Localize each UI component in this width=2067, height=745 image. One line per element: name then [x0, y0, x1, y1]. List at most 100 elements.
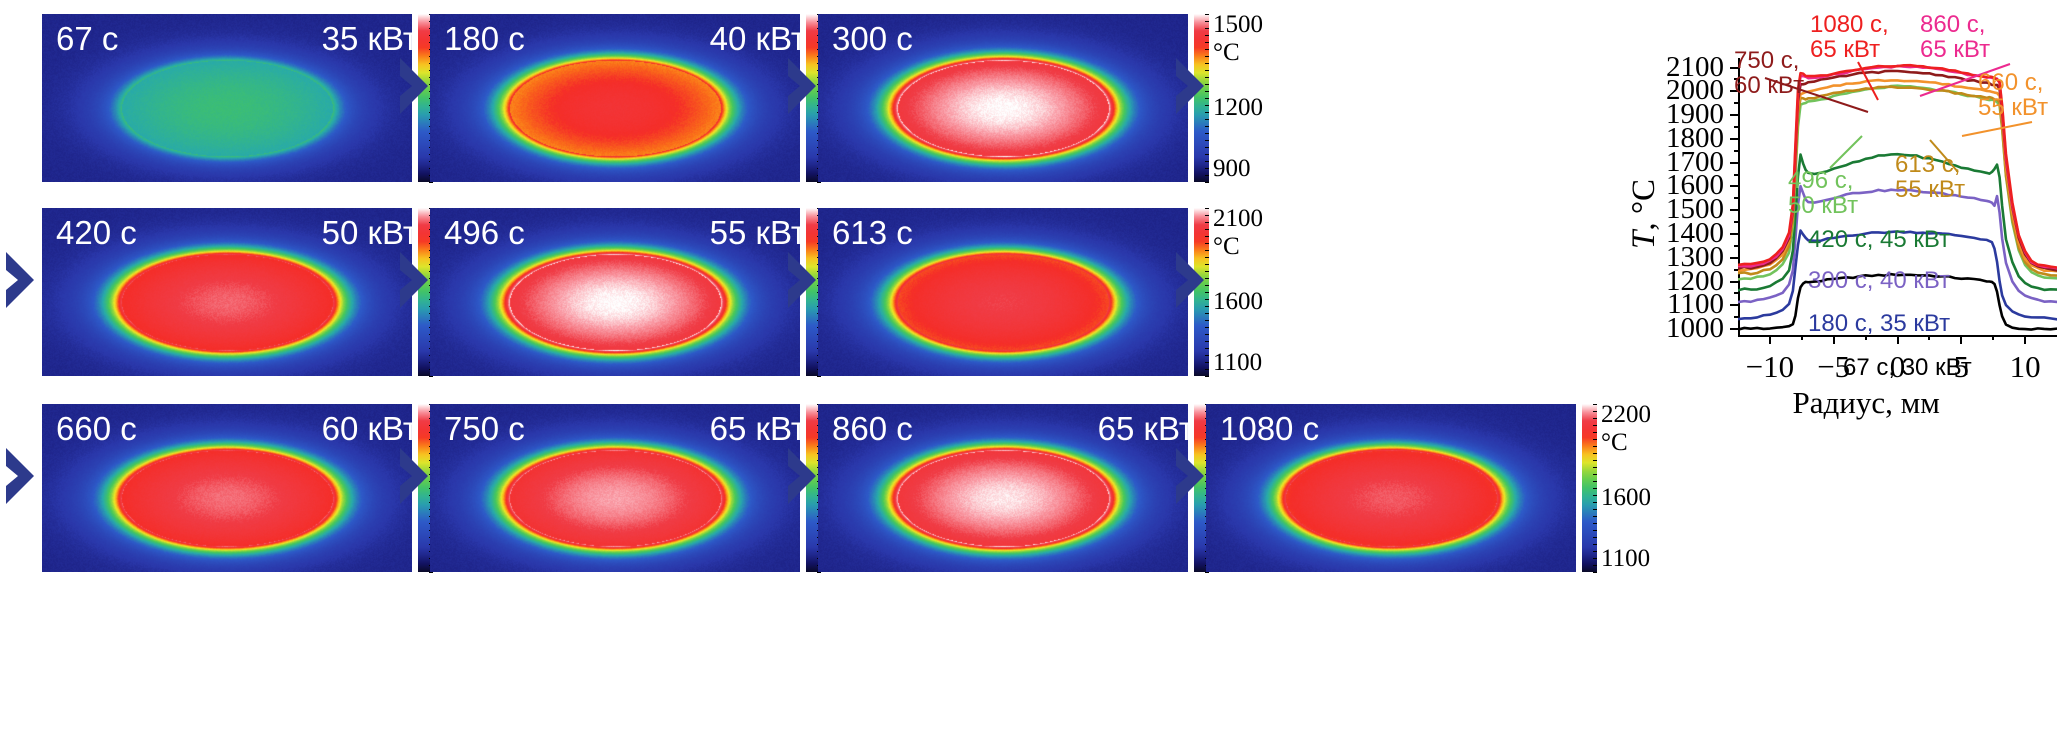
panel-power-label: 65 кВт: [1097, 410, 1194, 447]
flow-arrow-icon: [398, 56, 432, 116]
chart-series-annotation: 180 c, 35 кВт: [1808, 310, 1951, 337]
thermal-image: [818, 208, 1188, 376]
temperature-profile-chart: 1000 1100 1200 1300 1400 1500 1600 1700 1800 1900…: [1600, 0, 2067, 420]
colorbar-min-label: 1100: [1601, 545, 1651, 572]
colorbar-min-label: 1100: [1213, 349, 1263, 376]
chart-series-line: [1738, 184, 2057, 304]
panel-time-label: 180 c: [444, 20, 525, 57]
thermal-image: [1206, 404, 1576, 572]
chart-series-annotation: 1080 c, 65 кВт: [1810, 11, 1889, 63]
y-axis-label: 1200: [1666, 264, 1724, 297]
y-axis-minor-tick: [1734, 221, 1739, 224]
thermal-image: [818, 404, 1188, 572]
flow-arrow-icon: [4, 446, 38, 506]
chart-series-annotation: 67 c, 30 кВт: [1843, 354, 1972, 381]
y-axis-label: 1900: [1666, 98, 1724, 131]
y-axis-minor-tick: [1734, 125, 1739, 128]
y-axis-tick: [1730, 161, 1739, 164]
chart-series-annotation: 496 c, 50 кВт: [1788, 167, 1859, 219]
chart-series-annotation: 613 c, 55 кВт: [1895, 151, 1966, 203]
thermal-image: [42, 14, 412, 182]
y-axis-tick: [1730, 256, 1739, 259]
x-axis-tick: [1896, 335, 1899, 344]
y-axis-minor-tick: [1734, 102, 1739, 105]
y-axis-label: 1300: [1666, 240, 1724, 273]
panel-power-label: 30 кВт: [0, 20, 30, 57]
flow-arrow-icon: [398, 446, 432, 506]
colorbar-max-label: 2100: [1213, 205, 1263, 232]
y-axis-minor-tick: [1734, 173, 1739, 176]
flow-arrow-icon: [786, 446, 820, 506]
flow-arrow-icon: [1174, 250, 1208, 310]
y-axis-minor-tick: [1734, 268, 1739, 271]
y-axis-minor-tick: [1734, 292, 1739, 295]
flow-arrow-icon: [1174, 56, 1208, 116]
x-axis-label: 10: [2009, 349, 2041, 384]
x-axis-minor-tick: [1928, 335, 1931, 340]
chart-curves: [1738, 61, 2057, 331]
flow-arrow-icon: [398, 250, 432, 310]
chart-series-annotation: 660 c, 55 кВт: [1978, 69, 2049, 121]
colorbar-mid-label: 1200: [1213, 94, 1263, 121]
y-axis-label: 1500: [1666, 193, 1724, 226]
colorbar-max-label: 2200: [1601, 401, 1651, 428]
annotation-leader-line: [1961, 121, 2033, 137]
annotation-leader-line: [1764, 77, 1869, 113]
colorbar-min-label: 900: [1213, 155, 1251, 182]
y-axis-tick: [1730, 114, 1739, 117]
y-axis-minor-tick: [1734, 78, 1739, 81]
panel-time-label: 420 c: [56, 214, 137, 251]
y-axis-tick: [1730, 185, 1739, 188]
thermal-image: [818, 14, 1188, 182]
thermal-image: [430, 14, 800, 182]
flow-arrow-icon: [786, 56, 820, 116]
panel-time-label: 750 c: [444, 410, 525, 447]
y-axis-label: 2000: [1666, 74, 1724, 107]
y-axis-minor-tick: [1734, 149, 1739, 152]
x-axis-minor-tick: [1992, 335, 1995, 340]
panel-power-label: 55 кВт: [709, 214, 806, 251]
colorbar-mid-label: 1600: [1213, 288, 1263, 315]
panel-power-label: 50 кВт: [321, 214, 418, 251]
y-axis-label: 1700: [1666, 145, 1724, 178]
panel-time-label: 1080 c: [1220, 410, 1320, 447]
y-axis-tick: [1730, 90, 1739, 93]
annotation-leader-line: [1919, 63, 2011, 97]
y-axis-minor-tick: [1734, 316, 1739, 319]
y-axis-tick: [1730, 137, 1739, 140]
y-axis-tick: [1730, 232, 1739, 235]
colorbar: 2200 °C 1600 1100: [1582, 401, 1672, 573]
colorbar-ticks: [1582, 404, 1597, 573]
y-axis-label: 1000: [1666, 312, 1724, 345]
y-axis-label: 1800: [1666, 121, 1724, 154]
chart-series-annotation: 750 c, 60 кВт: [1734, 47, 1805, 99]
x-axis-label: −10: [1745, 349, 1795, 384]
panel-power-label: 65 кВт: [709, 410, 806, 447]
thermal-image: [430, 208, 800, 376]
colorbar-ticks: [1194, 14, 1209, 183]
chart-series-annotation: 420 c, 45 кВт: [1808, 226, 1951, 253]
y-axis-tick: [1730, 304, 1739, 307]
chart-series-annotation: 860 c, 65 кВт: [1920, 11, 1991, 63]
panel-time-label: 300 c: [832, 20, 913, 57]
y-axis-tick: [1730, 328, 1739, 331]
colorbar-unit-label: °C: [1601, 429, 1628, 456]
flow-arrow-icon: [1174, 446, 1208, 506]
x-axis-minor-tick: [1864, 335, 1867, 340]
y-axis-minor-tick: [1734, 197, 1739, 200]
colorbar: 1500°C 1200 900: [1194, 12, 1284, 183]
panel-time-label: 660 c: [56, 410, 137, 447]
x-axis-label: 5: [1953, 349, 1970, 384]
panel-time-label: 496 c: [444, 214, 525, 251]
y-axis-line: [1738, 58, 1740, 335]
chart-series-line: [1738, 152, 2057, 292]
x-axis-tick: [1832, 335, 1835, 344]
x-axis-tick: [1768, 335, 1771, 344]
panel-time-label: 613 c: [832, 214, 913, 251]
chart-series-line: [1738, 229, 2057, 321]
x-axis-minor-tick: [1800, 335, 1803, 340]
y-axis-label: 1100: [1667, 288, 1724, 321]
annotation-leader-line: [1829, 135, 1863, 169]
panel-power-label: 55 кВт: [0, 410, 30, 447]
